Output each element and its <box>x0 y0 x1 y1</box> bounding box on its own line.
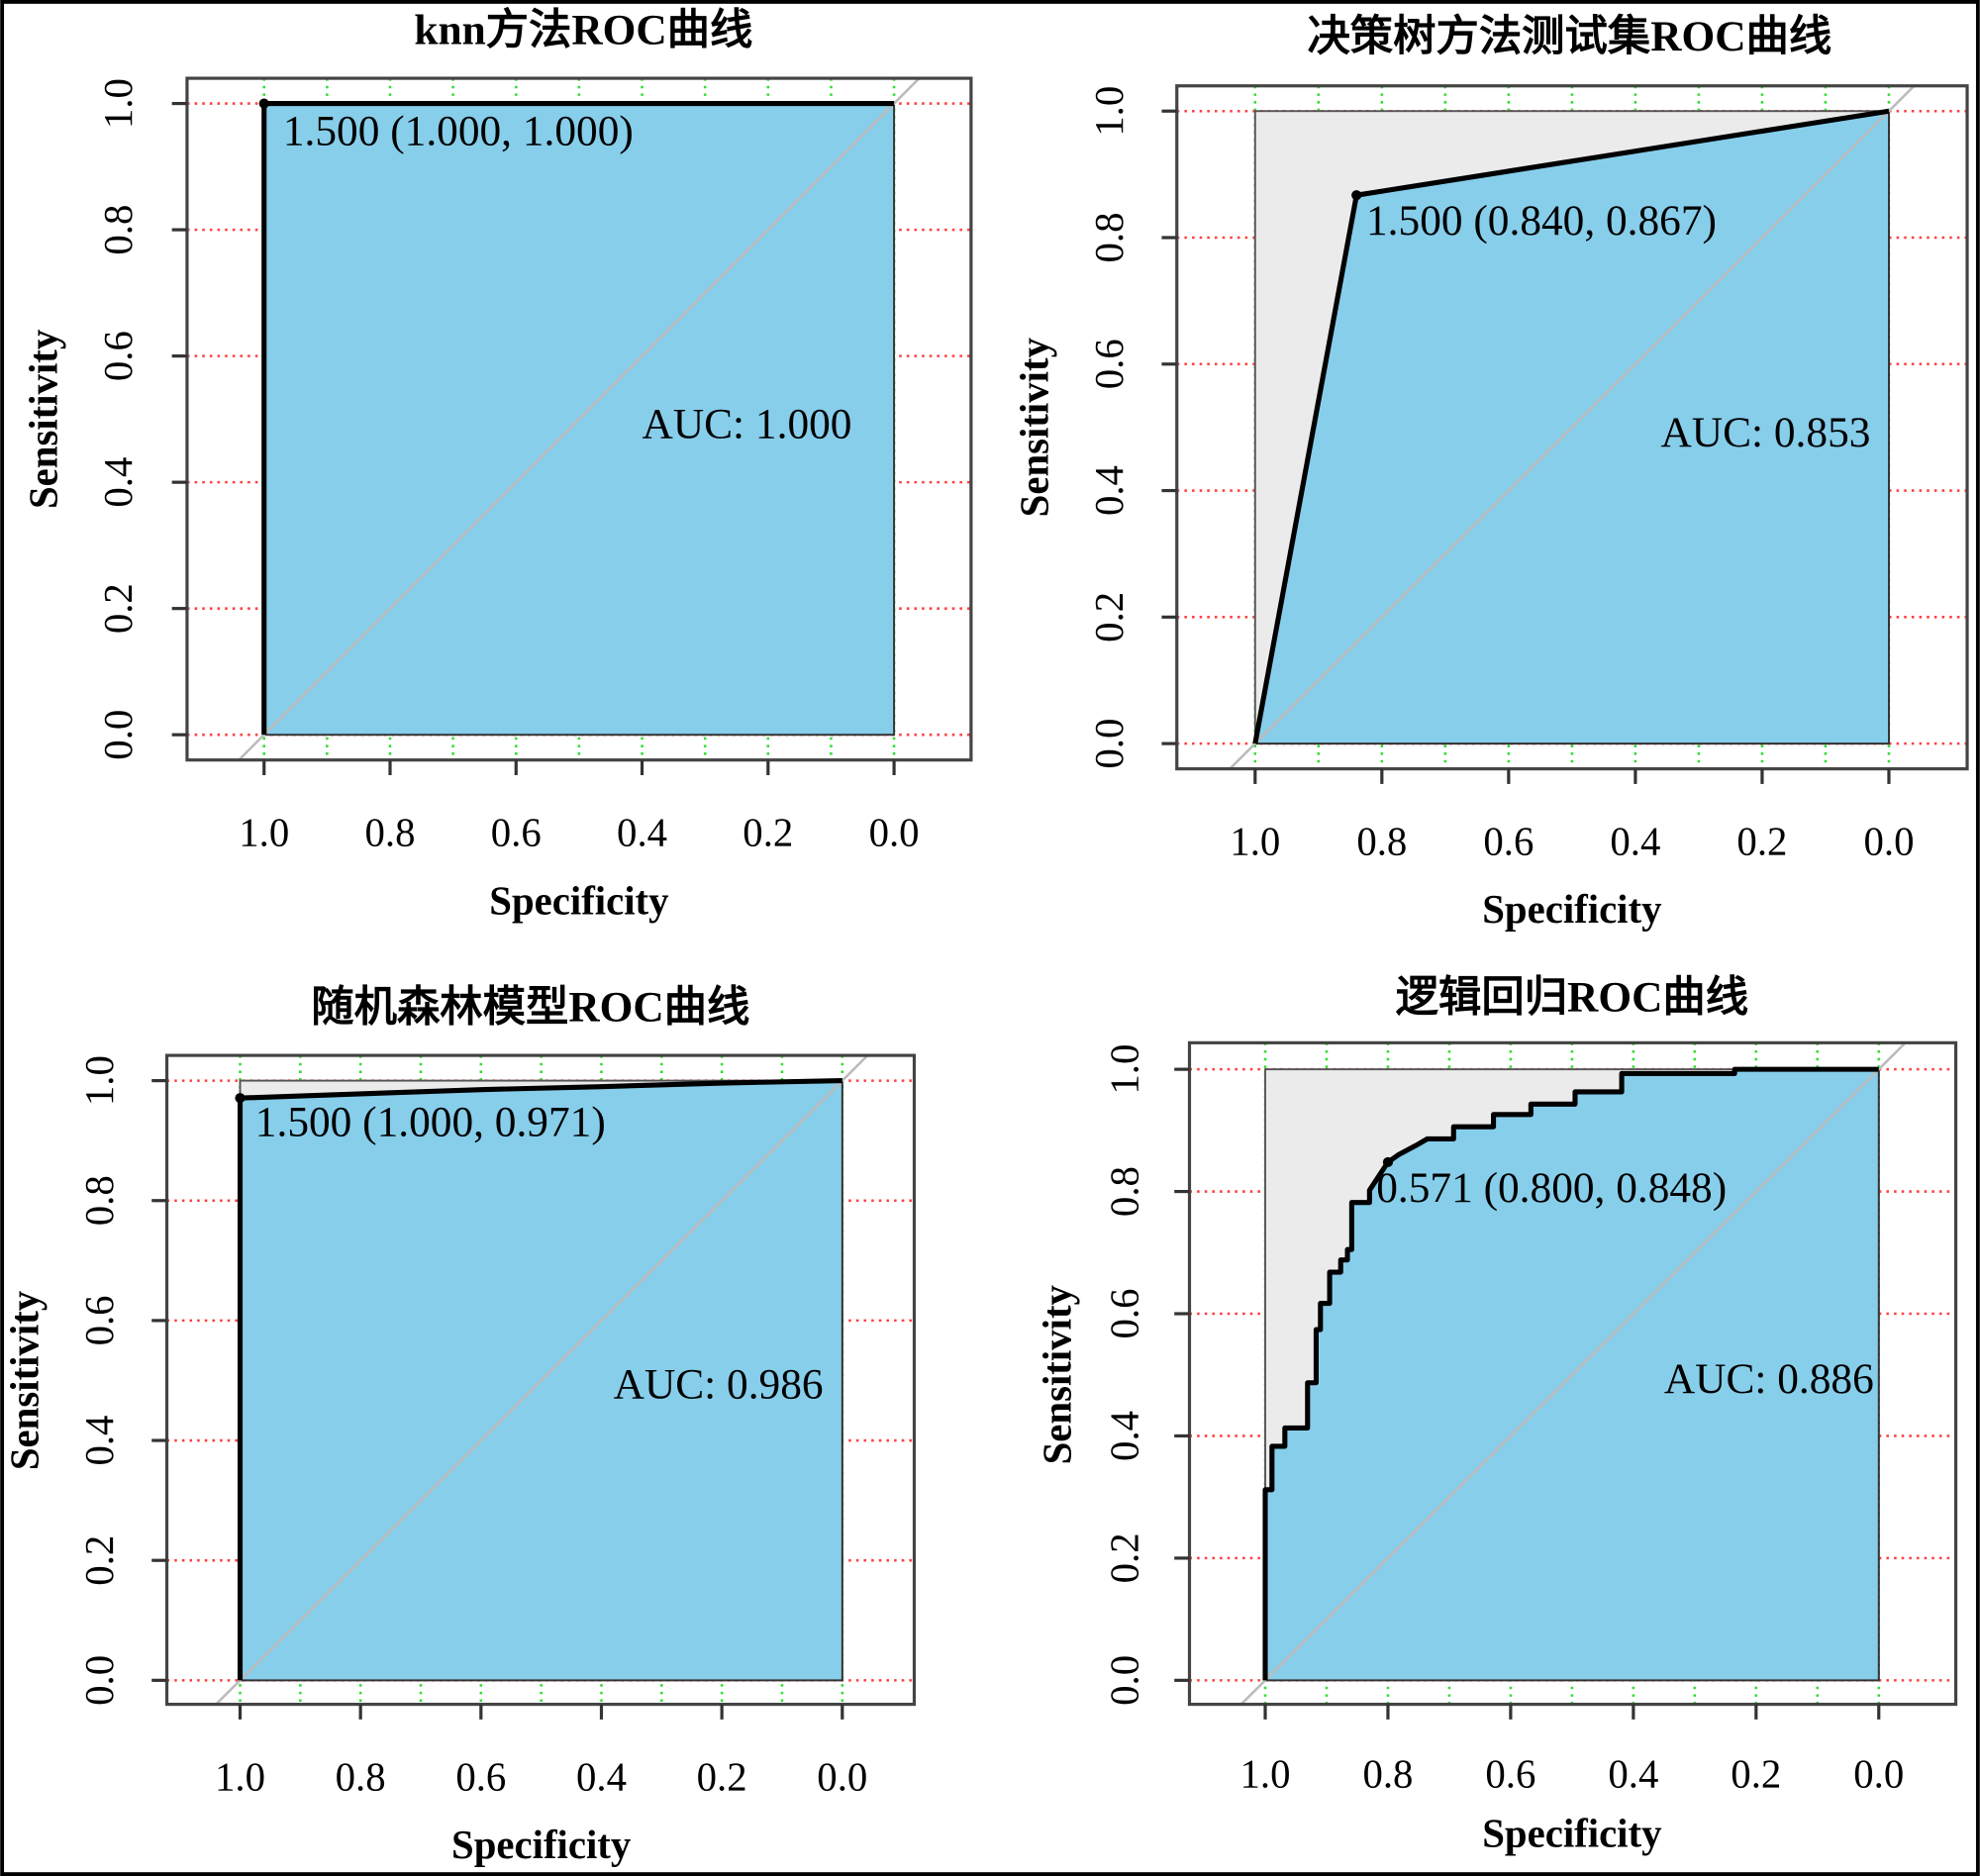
y-tick-label: 0.6 <box>77 1295 122 1345</box>
diagonal-reference-line <box>237 78 922 760</box>
best-threshold-point <box>1382 1156 1394 1168</box>
x-tick-label: 0.4 <box>617 810 667 854</box>
x-tick-label: 0.0 <box>869 810 920 854</box>
y-tick-label: 0.0 <box>1102 1655 1146 1706</box>
best-threshold-label: 1.500 (0.840, 0.867) <box>1366 197 1717 245</box>
x-tick-label: 0.8 <box>365 810 416 854</box>
plot-box <box>1175 84 1969 771</box>
y-tick-label: 0.4 <box>96 457 141 508</box>
diagonal-reference-line <box>1228 85 1917 769</box>
roc-panel-3: 1.500 (1.000, 0.971) AUC: 0.986 1.0 0.8 0.6 0… <box>2 984 917 1867</box>
plot-area <box>1189 1042 1956 1705</box>
x-tick-label: 0.4 <box>576 1754 627 1799</box>
x-tick-label: 1.0 <box>239 810 289 854</box>
x-axis-label: Specificity <box>489 878 668 923</box>
y-tick-label: 0.8 <box>1087 212 1132 262</box>
x-tick-label: 0.4 <box>1608 1752 1658 1797</box>
roc-panel-2: 1.500 (0.840, 0.867) AUC: 0.853 1.0 0.8 0.6 0… <box>1013 13 1969 932</box>
y-tick-label: 0.6 <box>96 331 141 381</box>
x-axis-label: Specificity <box>451 1823 631 1867</box>
diagonal-reference-line <box>214 1055 870 1705</box>
chart-title: 逻辑回归ROC曲线 <box>1396 973 1748 1021</box>
x-tick-label: 0.0 <box>1863 819 1914 863</box>
y-tick-label: 0.2 <box>96 583 141 634</box>
roc-panel-1: 1.500 (1.000, 1.000) AUC: 1.000 1.0 0.8 0.6 0… <box>22 7 973 923</box>
y-tick-label: 1.0 <box>1087 86 1132 137</box>
auc-label: AUC: 0.886 <box>1664 1355 1874 1403</box>
y-axis-label: Sensitivity <box>22 330 66 509</box>
y-axis-label: Sensitivity <box>2 1291 47 1470</box>
roc-panel-4: 0.571 (0.800, 0.848) AUC: 0.886 1.0 0.8 0.6 0… <box>1036 973 1958 1856</box>
auc-label: AUC: 0.853 <box>1661 409 1871 456</box>
plot-box <box>1187 1040 1958 1707</box>
y-tick-label: 0.4 <box>1087 465 1132 516</box>
y-tick-label: 0.6 <box>1087 339 1132 389</box>
best-threshold-point <box>235 1093 246 1104</box>
plot-area <box>1176 85 1968 769</box>
x-tick-label: 0.4 <box>1610 819 1660 863</box>
best-threshold-label: 1.500 (1.000, 1.000) <box>283 108 634 155</box>
x-tick-label: 0.6 <box>1483 819 1534 863</box>
x-tick-label: 1.0 <box>1240 1752 1291 1797</box>
chart-title: 决策树方法测试集ROC曲线 <box>1307 13 1832 60</box>
y-tick-label: 1.0 <box>96 78 141 129</box>
best-threshold-label: 0.571 (0.800, 0.848) <box>1376 1164 1727 1212</box>
x-tick-label: 1.0 <box>1230 819 1280 863</box>
x-tick-label: 0.2 <box>742 810 793 854</box>
y-tick-label: 0.0 <box>77 1655 122 1706</box>
best-threshold-label: 1.500 (1.000, 0.971) <box>255 1099 606 1146</box>
diagonal-reference-line <box>1238 1042 1908 1705</box>
x-tick-label: 0.2 <box>1736 819 1787 863</box>
y-tick-label: 0.8 <box>96 205 141 255</box>
chart-title: knn方法ROC曲线 <box>414 7 752 54</box>
x-tick-label: 0.6 <box>455 1754 506 1799</box>
y-tick-label: 0.0 <box>1087 719 1132 769</box>
x-tick-label: 0.8 <box>1362 1752 1413 1797</box>
y-tick-label: 0.2 <box>1102 1532 1146 1583</box>
x-axis-label: Specificity <box>1482 887 1661 932</box>
y-axis-label: Sensitivity <box>1013 338 1057 517</box>
best-threshold-point <box>258 98 269 109</box>
y-tick-label: 0.2 <box>1087 592 1132 642</box>
plot-area <box>186 78 971 760</box>
x-tick-label: 0.8 <box>1356 819 1407 863</box>
y-tick-label: 0.4 <box>1102 1411 1146 1461</box>
y-tick-label: 0.0 <box>96 710 141 760</box>
y-tick-label: 0.4 <box>77 1416 122 1466</box>
x-tick-label: 0.2 <box>1731 1752 1781 1797</box>
best-threshold-point <box>1351 190 1362 201</box>
x-tick-label: 0.2 <box>697 1754 747 1799</box>
y-tick-label: 0.6 <box>1102 1289 1146 1339</box>
y-tick-label: 1.0 <box>1102 1044 1146 1095</box>
auc-label: AUC: 0.986 <box>614 1361 824 1409</box>
x-tick-label: 0.6 <box>491 810 542 854</box>
plot-box <box>185 76 973 762</box>
y-tick-label: 0.8 <box>77 1175 122 1226</box>
x-tick-label: 1.0 <box>215 1754 265 1799</box>
x-axis-label: Specificity <box>1482 1812 1661 1856</box>
plot-box <box>164 1053 917 1707</box>
y-tick-label: 0.2 <box>77 1535 122 1586</box>
y-tick-label: 1.0 <box>77 1055 122 1106</box>
x-tick-label: 0.0 <box>817 1754 867 1799</box>
plot-area <box>166 1055 915 1705</box>
roc-curve <box>1262 1066 1879 1681</box>
x-tick-label: 0.0 <box>1853 1752 1904 1797</box>
chart-title: 随机森林模型ROC曲线 <box>311 984 749 1032</box>
y-tick-label: 0.8 <box>1102 1166 1146 1217</box>
auc-label: AUC: 1.000 <box>643 401 852 448</box>
x-tick-label: 0.8 <box>336 1754 386 1799</box>
x-tick-label: 0.6 <box>1485 1752 1535 1797</box>
y-axis-label: Sensitivity <box>1036 1285 1080 1464</box>
